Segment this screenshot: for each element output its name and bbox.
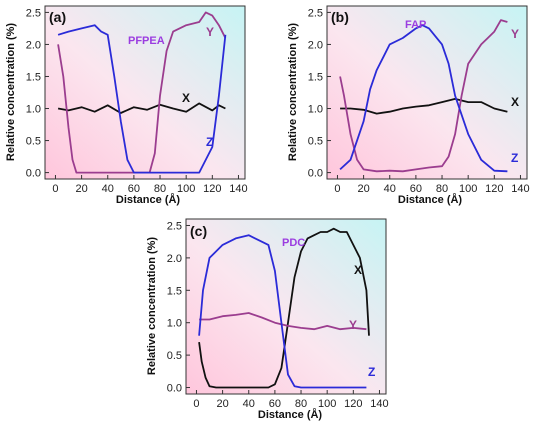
x-tick-label: 40 xyxy=(102,183,114,195)
x-tick-label: 40 xyxy=(384,183,396,195)
plot-frame xyxy=(326,5,528,180)
y-tick-label: 2.0 xyxy=(26,39,41,51)
y-axis-label: Relative concentration (%) xyxy=(146,237,158,375)
x-tick-label: 0 xyxy=(52,183,58,195)
y-tick-label: 1.5 xyxy=(308,71,323,83)
y-tick-label: 1.5 xyxy=(167,285,182,297)
y-tick-label: 0.5 xyxy=(308,136,323,148)
plot-area xyxy=(327,6,527,179)
x-tick-label: 100 xyxy=(318,398,336,410)
series-y-label: Y xyxy=(349,318,357,332)
y-tick-label: 2.5 xyxy=(26,7,41,19)
series-z-label: Z xyxy=(511,151,518,165)
panel-label: (c) xyxy=(190,223,207,239)
y-tick-label: 0.0 xyxy=(26,168,41,180)
series-y-line xyxy=(57,11,227,174)
y-tick-label: 2.5 xyxy=(167,220,182,232)
plot-frame xyxy=(185,218,387,395)
x-tick-label: 20 xyxy=(216,398,228,410)
x-tick-label: 0 xyxy=(334,183,340,195)
x-tick-label: 20 xyxy=(75,183,87,195)
x-tick-label: 80 xyxy=(154,183,166,195)
x-tick-label: 80 xyxy=(436,183,448,195)
panel-a: 0 20 40 60 80 100 120 140 0.0 0.5 1.0 1.5 2.0 2.5 (a… xyxy=(5,5,248,206)
y-tick-label: 2.0 xyxy=(308,39,323,51)
x-tick-label: 0 xyxy=(193,398,199,410)
series-y-label: Y xyxy=(206,25,214,39)
y-tick-label: 0.5 xyxy=(26,136,41,148)
y-axis-label: Relative concentration (%) xyxy=(5,23,17,161)
plot-frame xyxy=(44,5,246,180)
x-tick-label: 20 xyxy=(357,183,369,195)
x-axis-label: Distance (Å) xyxy=(398,193,463,206)
series-z-label: Z xyxy=(206,135,213,149)
x-tick-label: 120 xyxy=(485,183,503,195)
series-z-line xyxy=(198,234,367,389)
y-tick-label: 1.0 xyxy=(308,104,323,116)
x-axis-label: Distance (Å) xyxy=(258,408,323,421)
y-axis-label: Relative concentration (%) xyxy=(287,23,299,161)
x-tick-label: 120 xyxy=(344,398,362,410)
y-tick-label: 0.5 xyxy=(167,350,182,362)
panel-label: (a) xyxy=(49,9,66,25)
y-tick-label: 0.0 xyxy=(308,168,323,180)
x-tick-label: 140 xyxy=(511,183,529,195)
series-x-label: X xyxy=(182,91,190,105)
series-x-label: X xyxy=(511,95,519,109)
x-axis-label: Distance (Å) xyxy=(116,193,181,206)
chart-title: FAP xyxy=(405,19,426,31)
y-tick-label: 1.0 xyxy=(167,318,182,330)
x-tick-label: 140 xyxy=(229,183,247,195)
x-tick-label: 80 xyxy=(295,398,307,410)
series-z-line xyxy=(57,24,227,174)
x-tick-label: 60 xyxy=(410,183,422,195)
series-z-line xyxy=(339,24,508,173)
series-z-label: Z xyxy=(368,365,375,379)
x-tick-label: 100 xyxy=(459,183,477,195)
y-tick-label: 0.0 xyxy=(167,383,182,395)
panel-c: 0 20 40 60 80 100 120 140 0.0 0.5 1.0 1.5 2.0 2.5 (c… xyxy=(146,218,389,421)
series-x-line xyxy=(198,227,370,389)
x-tick-label: 100 xyxy=(177,183,195,195)
y-tick-label: 1.0 xyxy=(26,104,41,116)
series-y-label: Y xyxy=(511,27,519,41)
series-x-label: X xyxy=(354,263,362,277)
chart-title: PFPEA xyxy=(128,35,165,47)
chart-title: PDC xyxy=(282,237,305,249)
panel-b: 0 20 40 60 80 100 120 140 0.0 0.5 1.0 1.5 2.0 2.5 (b… xyxy=(287,5,530,206)
y-tick-label: 1.5 xyxy=(26,71,41,83)
y-tick-label: 2.5 xyxy=(308,7,323,19)
x-tick-label: 140 xyxy=(370,398,388,410)
y-tick-label: 2.0 xyxy=(167,253,182,265)
plot-area xyxy=(45,6,245,179)
x-tick-label: 40 xyxy=(243,398,255,410)
x-tick-label: 60 xyxy=(269,398,281,410)
panel-label: (b) xyxy=(331,9,349,25)
series-y-line xyxy=(339,19,508,173)
x-tick-label: 120 xyxy=(203,183,221,195)
series-x-line xyxy=(57,102,226,114)
x-tick-label: 60 xyxy=(128,183,140,195)
